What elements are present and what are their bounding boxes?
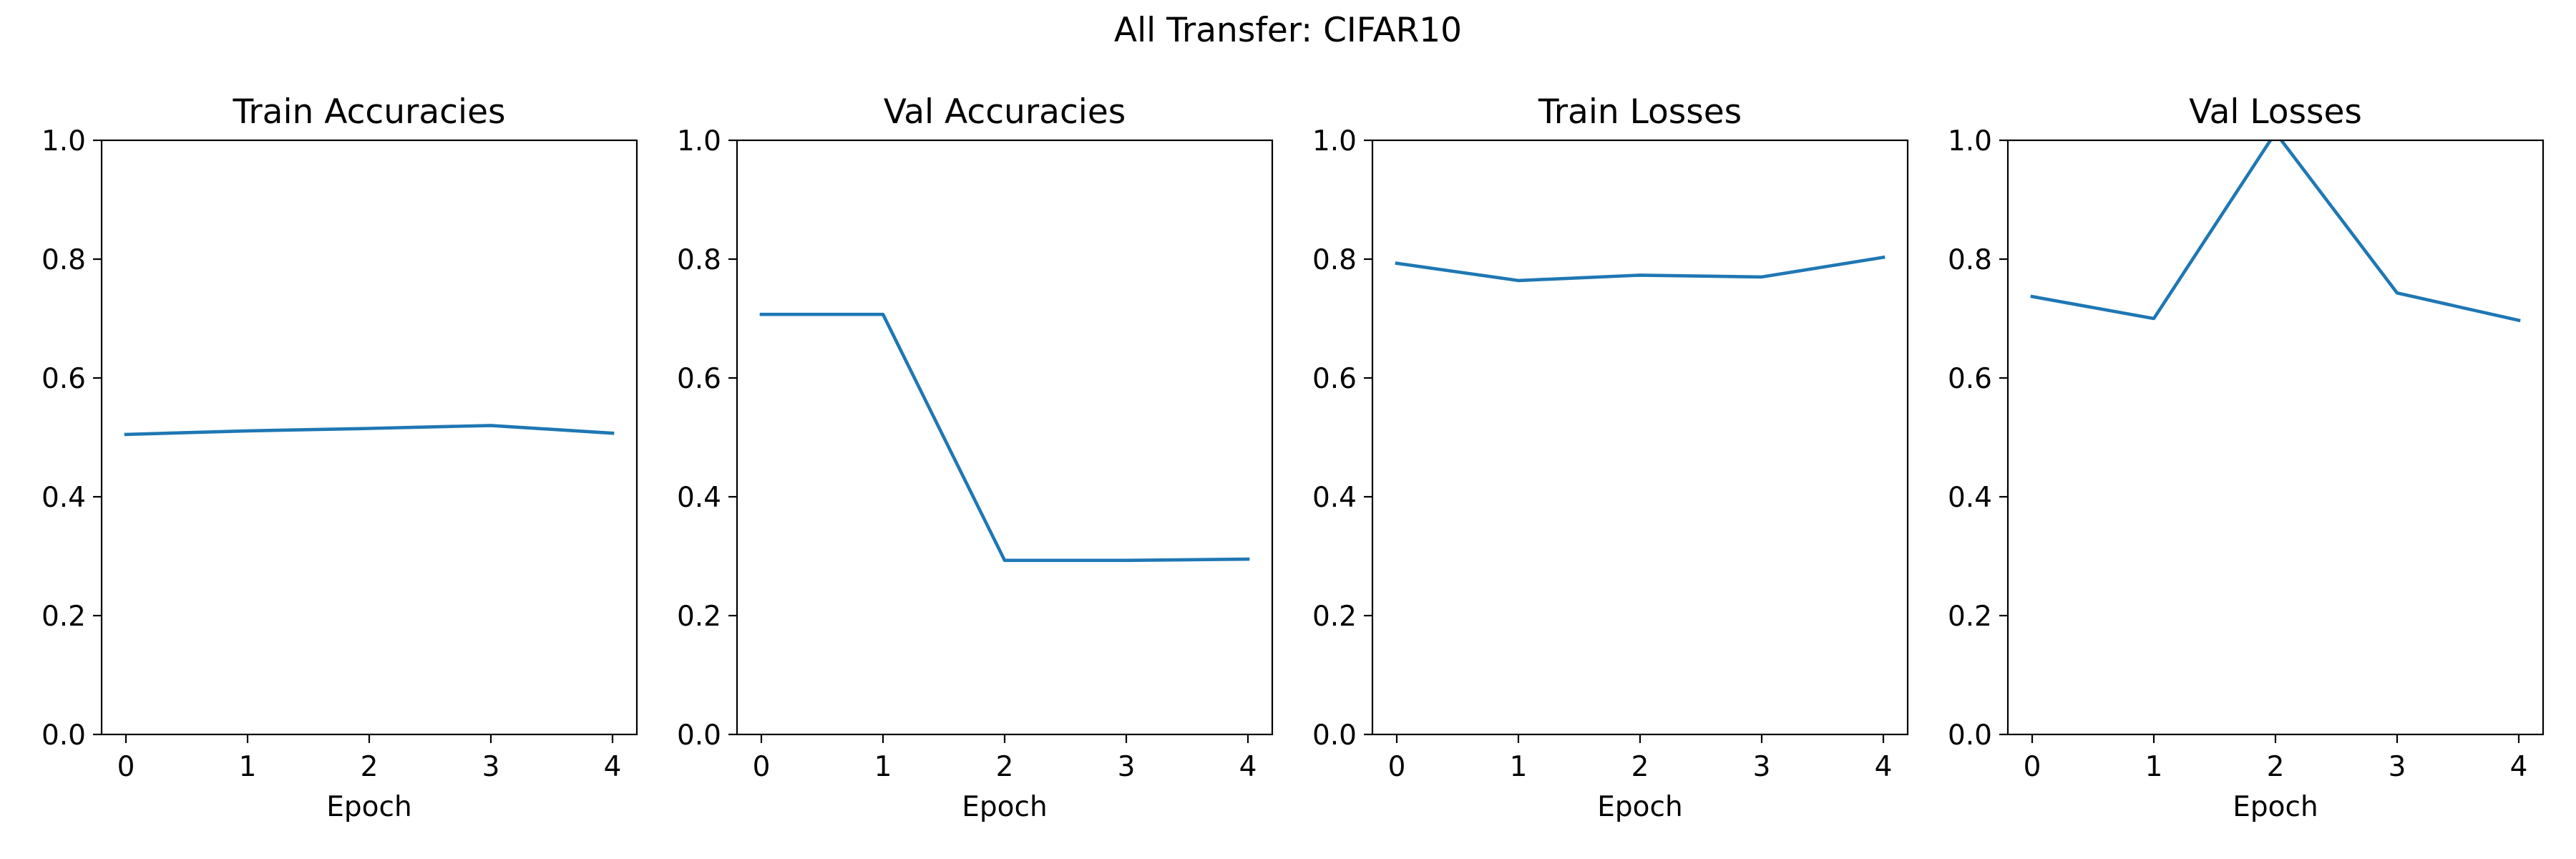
y-tick-label: 0.4 xyxy=(42,482,86,514)
series-line-1 xyxy=(124,424,615,437)
x-tick-label: 1 xyxy=(1510,751,1528,783)
axes-frame xyxy=(2006,139,2545,736)
x-tick-label: 3 xyxy=(2389,751,2406,783)
x-axis-label: Epoch xyxy=(2233,791,2318,823)
x-tick-label: 1 xyxy=(239,751,257,783)
x-axis-label: Epoch xyxy=(1597,791,1682,823)
y-tick-label: 0.8 xyxy=(1948,244,1992,276)
subplot-title: Val Accuracies xyxy=(884,92,1126,132)
series-line-1 xyxy=(2030,140,2521,323)
subplot-3: Train Losses 0.0 0.2 0.4 0.6 0.8 1.0 0 1 2 3 4 Epoch xyxy=(1312,92,1909,823)
y-tick-label: 0.6 xyxy=(1948,363,1992,395)
x-tick-label: 4 xyxy=(1875,751,1893,783)
y-tick-label: 0.6 xyxy=(42,363,86,395)
x-tick-label: 0 xyxy=(2024,751,2041,783)
y-tick-label: 0.8 xyxy=(677,244,721,276)
x-tick-label: 2 xyxy=(361,751,379,783)
x-tick-label: 3 xyxy=(1118,751,1136,783)
x-tick-label: 3 xyxy=(482,751,500,783)
y-tick-label: 0.2 xyxy=(42,601,86,633)
y-tick-label: 0.4 xyxy=(1948,482,1992,514)
subplot-title: Train Accuracies xyxy=(233,92,506,132)
series-line-1 xyxy=(1395,255,1885,283)
x-tick-label: 3 xyxy=(1753,751,1771,783)
x-tick-label: 1 xyxy=(874,751,892,783)
y-tick-label: 0.4 xyxy=(1312,482,1357,514)
y-tick-label: 0.0 xyxy=(677,719,721,752)
y-tick-label: 0.8 xyxy=(42,244,86,276)
series-line-1 xyxy=(759,312,1250,563)
y-tick-label: 0.6 xyxy=(1312,363,1357,395)
y-tick-label: 0.0 xyxy=(1948,719,1992,752)
x-axis-label: Epoch xyxy=(962,791,1047,823)
axes-frame xyxy=(1371,139,1909,736)
x-axis-label: Epoch xyxy=(326,791,411,823)
y-tick-label: 0.6 xyxy=(677,363,721,395)
y-tick-label: 0.2 xyxy=(1312,601,1357,633)
x-tick-label: 4 xyxy=(604,751,622,783)
x-tick-label: 1 xyxy=(2145,751,2163,783)
y-tick-label: 0.8 xyxy=(1312,244,1357,276)
x-tick-label: 0 xyxy=(1388,751,1406,783)
x-tick-label: 0 xyxy=(117,751,135,783)
subplot-4: Val Losses 0.0 0.2 0.4 0.6 0.8 1.0 0 1 2 3 4 Epoch xyxy=(1948,92,2545,823)
x-tick-label: 2 xyxy=(2267,751,2285,783)
subplot-1: Train Accuracies 0.0 0.2 0.4 0.6 0.8 1.0 0 1 2 3 4 E… xyxy=(42,92,638,823)
subplot-grid: Train Accuracies 0.0 0.2 0.4 0.6 0.8 1.0 0 1 2 3 4 E… xyxy=(42,92,2545,823)
y-tick-label: 1.0 xyxy=(1948,125,1992,157)
y-tick-label: 0.2 xyxy=(677,601,721,633)
y-tick-label: 1.0 xyxy=(1312,125,1357,157)
x-tick-label: 0 xyxy=(753,751,771,783)
y-tick-label: 0.4 xyxy=(677,482,721,514)
subplot-2: Val Accuracies 0.0 0.2 0.4 0.6 0.8 1.0 0 1 2 3 4 Epo… xyxy=(677,92,1274,823)
axes-frame xyxy=(100,139,638,736)
y-tick-label: 0.0 xyxy=(42,719,86,752)
subplot-title: Train Losses xyxy=(1538,92,1742,132)
y-tick-label: 1.0 xyxy=(677,125,721,157)
y-tick-label: 1.0 xyxy=(42,125,86,157)
x-tick-label: 2 xyxy=(1631,751,1649,783)
x-tick-label: 4 xyxy=(1239,751,1257,783)
subplot-title: Val Losses xyxy=(2189,92,2362,132)
x-tick-label: 4 xyxy=(2510,751,2528,783)
figure-title: All Transfer: CIFAR10 xyxy=(1114,11,1462,50)
x-tick-label: 2 xyxy=(996,751,1014,783)
y-tick-label: 0.2 xyxy=(1948,601,1992,633)
y-tick-label: 0.0 xyxy=(1312,719,1357,752)
axes-frame xyxy=(736,139,1274,736)
